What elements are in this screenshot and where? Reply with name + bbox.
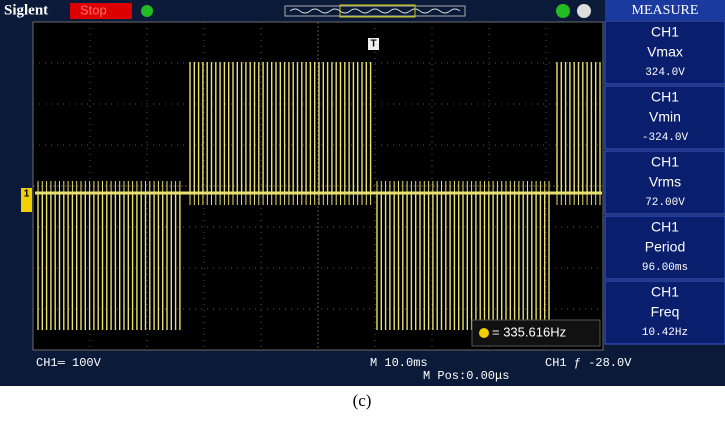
run-status: Stop [80,2,107,17]
channel-marker: 1 [24,189,30,200]
measure-channel: CH1 [651,284,679,300]
measure-value: 324.0V [645,67,685,79]
measure-title: MEASURE [632,3,699,18]
caption: (c) [353,391,372,410]
trigger-marker: T [370,39,376,50]
measure-label: Vrms [649,174,681,190]
measure-label: Period [645,239,685,255]
measure-channel: CH1 [651,219,679,235]
measure-value: 72.00V [645,197,685,209]
timebase: M 10.0ms [370,356,428,370]
measure-label: Freq [651,304,680,320]
icon [141,5,153,17]
cursor-readout: = 335.616Hz [492,324,566,339]
channel-scale: CH1═ 100V [36,356,102,370]
brand: Siglent [4,2,48,18]
measure-panel: MEASURE CH1 Vmax 324.0V CH1 Vmin -324.0V CH1 Vr… [605,0,725,344]
readout-icon [479,328,489,338]
measure-channel: CH1 [651,154,679,170]
trigger-setting: CH1 ƒ -28.0V [545,356,632,370]
measure-value: 10.42Hz [642,327,688,339]
horizontal-position: M Pos:0.00μs [423,369,509,383]
measure-channel: CH1 [651,24,679,40]
scope-screenshot: Siglent Stop T 1 = 335.616Hz MEASURE CH1… [0,0,725,418]
measure-label: Vmin [649,109,681,125]
measure-value: -324.0V [642,132,689,144]
icon [577,4,591,18]
measure-value: 96.00ms [642,262,688,274]
icon [556,4,570,18]
measure-label: Vmax [647,44,683,60]
page: Siglent Stop T 1 = 335.616Hz MEASURE CH1… [0,0,725,418]
measure-channel: CH1 [651,89,679,105]
